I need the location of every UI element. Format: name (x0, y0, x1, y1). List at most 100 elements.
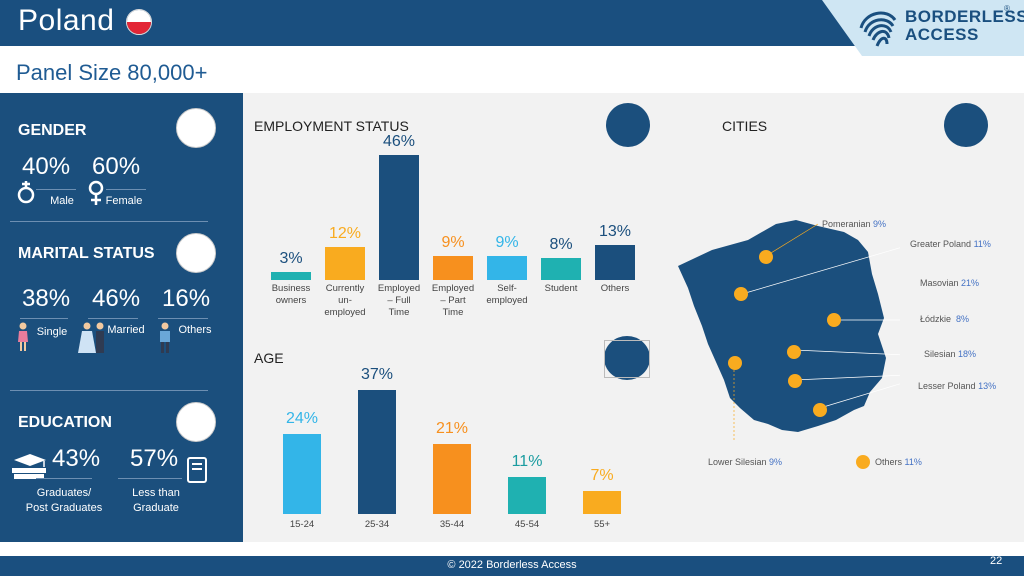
city-pct: 11% (904, 457, 922, 467)
page-number: 22 (990, 555, 1003, 567)
logo-line-2: ACCESS (905, 25, 979, 44)
female-label: Female (105, 195, 143, 207)
cities-badge-icon (944, 103, 988, 147)
employment-bar (487, 255, 527, 280)
city-pct: 8% (956, 314, 970, 324)
book-icon (187, 457, 207, 483)
education-divider (36, 478, 92, 479)
education-title: EDUCATION (18, 414, 112, 431)
less-than-graduate-label: Less than Graduate (118, 486, 194, 516)
others-label: Others (178, 324, 212, 336)
gender-divider (106, 189, 146, 190)
poland-flag-icon (126, 9, 152, 35)
age-title: AGE (254, 350, 284, 366)
page-title: Poland (18, 4, 115, 37)
city-pct: 13% (978, 381, 997, 391)
age-bar-label: 15-24 (289, 519, 315, 530)
section-divider (10, 221, 208, 222)
less-than-graduate-label-line-1: Less than (132, 487, 180, 499)
employment-bar (433, 255, 473, 280)
age-bar-label: 45-54 (514, 519, 540, 530)
employment-bar (541, 258, 581, 280)
city-label-lesser-poland: Lesser Poland 13% (918, 381, 996, 391)
employment-bar-value: 9% (441, 233, 465, 251)
demographics-panel (0, 93, 243, 542)
employment-bar-label: Others (600, 283, 630, 294)
city-label-lower-silesian: Lower Silesian 9% (708, 457, 782, 467)
city-label-others: Others 11% (875, 457, 922, 467)
employment-bar (379, 155, 419, 280)
male-label: Male (50, 195, 74, 207)
gender-badge-icon (176, 108, 216, 148)
age-bar-label: 35-44 (439, 519, 465, 530)
logo-registered-mark: ® (1004, 4, 1010, 13)
less-than-graduate-label-line-2: Graduate (133, 502, 179, 514)
logo-panel (822, 0, 1024, 56)
employment-badge-icon (606, 103, 650, 147)
married-label: Married (107, 324, 145, 336)
age-bar-label: 55+ (593, 519, 611, 530)
age-bar-value: 37% (360, 366, 394, 383)
marital-divider (20, 318, 68, 319)
others-dot (856, 455, 870, 469)
copyright-text: © 2022 Borderless Access (447, 559, 577, 571)
marital-divider (158, 318, 208, 319)
section-divider (10, 390, 208, 391)
city-name: Pomeranian (822, 219, 871, 229)
footer-bar (0, 556, 1024, 576)
city-pct: 11% (973, 239, 991, 249)
city-pct: 9% (873, 219, 887, 229)
poland-map (678, 220, 900, 440)
city-name: Lesser Poland (918, 381, 976, 391)
graduates-pct: 43% (52, 445, 101, 472)
employment-chart: 3% Business owners 12% Currently un-employed 4… (243, 93, 663, 333)
city-dot (787, 345, 801, 359)
employment-bar-value: 9% (495, 233, 519, 251)
single-label: Single (36, 326, 68, 338)
marital-divider (88, 318, 138, 319)
age-bar-value: 21% (435, 419, 469, 437)
single-person-icon (18, 322, 28, 351)
single-pct: 38% (22, 285, 71, 312)
city-dot (813, 403, 827, 417)
logo-text: BORDERLESS ACCESS (905, 8, 1024, 44)
employment-bar-label: Business owners (271, 283, 311, 306)
employment-bar-label: Employed – Full Time (377, 283, 421, 318)
female-pct: 60% (92, 153, 141, 180)
others-pct: 16% (162, 285, 211, 312)
city-dot (734, 287, 748, 301)
employment-bar (325, 247, 365, 280)
employment-bar-value: 12% (328, 225, 362, 243)
city-name: Greater Poland (910, 239, 972, 249)
employment-bar-label: Student (544, 283, 578, 294)
age-bar-value: 7% (590, 466, 614, 484)
city-pct: 21% (961, 278, 980, 288)
city-pct: 18% (958, 349, 977, 359)
logo-line-1: BORDERLESS (905, 7, 1024, 26)
city-dot (728, 356, 742, 370)
city-name: Lower Silesian (708, 457, 767, 467)
city-name: Masovian (920, 278, 959, 288)
city-label-masovian: Masovian 21% (920, 278, 979, 288)
panel-size-subtitle: Panel Size 80,000+ (16, 60, 208, 85)
age-bar (508, 477, 546, 514)
city-label-silesian: Silesian 18% (924, 349, 976, 359)
age-bar-label: 25-34 (364, 519, 390, 530)
city-dot (827, 313, 841, 327)
employment-bar-value: 8% (549, 236, 573, 254)
gender-divider (36, 189, 76, 190)
city-name: Others (875, 457, 903, 467)
employment-bar-value: 3% (279, 249, 303, 267)
employment-bar-label: Employed – Part Time (431, 283, 475, 318)
employment-bar-value: 46% (382, 133, 416, 150)
employment-title: EMPLOYMENT STATUS (254, 118, 409, 134)
female-symbol-icon (88, 180, 104, 205)
marital-title: MARITAL STATUS (18, 245, 155, 262)
graduation-cap-icon (12, 454, 46, 479)
employment-bar (271, 271, 311, 280)
others-person-icon (160, 322, 170, 353)
employment-bar (595, 244, 635, 280)
age-bar (433, 443, 471, 514)
gender-title: GENDER (18, 122, 87, 139)
employment-bar-label: Self-employed (486, 283, 528, 306)
